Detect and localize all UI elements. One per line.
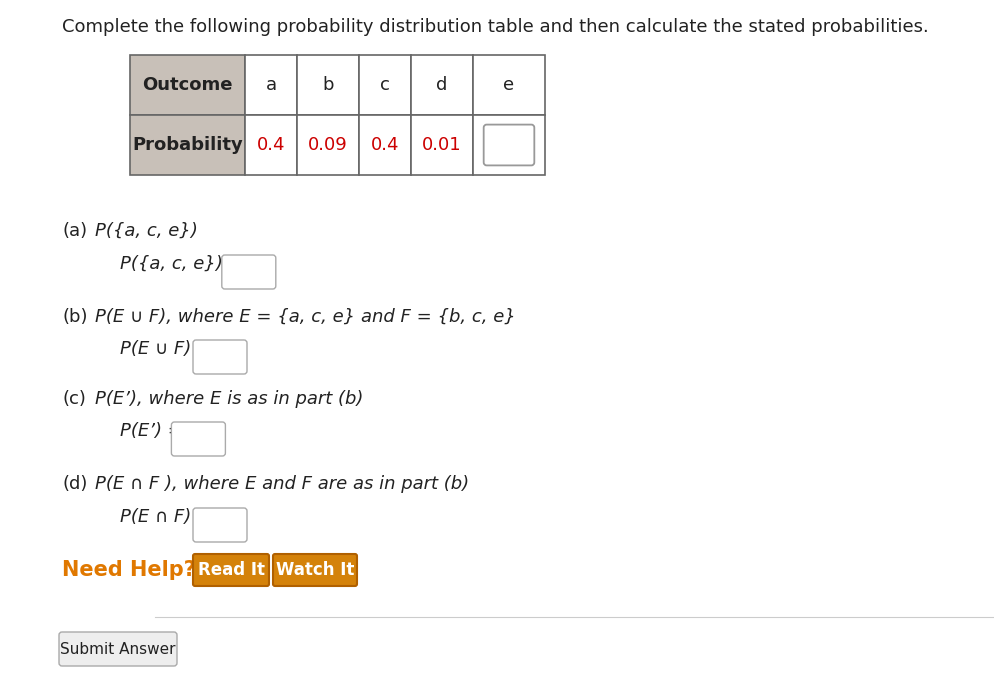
Bar [472, 55, 545, 115]
Text: P({a, c, e}): P({a, c, e}) [94, 222, 198, 240]
FancyBboxPatch shape [222, 255, 275, 289]
Text: 0.01: 0.01 [421, 136, 461, 154]
FancyBboxPatch shape [193, 508, 247, 542]
Text: c: c [380, 76, 390, 94]
Bar [472, 115, 545, 175]
Text: (c): (c) [62, 390, 85, 408]
Text: d: d [436, 76, 447, 94]
Text: (a): (a) [62, 222, 87, 240]
Text: 0.4: 0.4 [371, 136, 399, 154]
Text: P(E ∩ F ), where E and F are as in part (b): P(E ∩ F ), where E and F are as in part … [94, 475, 468, 493]
Text: Submit Answer: Submit Answer [61, 641, 176, 656]
FancyBboxPatch shape [272, 554, 357, 586]
Bar [359, 115, 411, 175]
Text: Read It: Read It [197, 561, 264, 579]
Bar [130, 55, 245, 115]
Text: (b): (b) [62, 308, 87, 326]
Text: 0.09: 0.09 [308, 136, 348, 154]
Text: Watch It: Watch It [275, 561, 354, 579]
Text: P(E’), where E is as in part (b): P(E’), where E is as in part (b) [94, 390, 363, 408]
Text: a: a [265, 76, 276, 94]
FancyBboxPatch shape [193, 554, 268, 586]
Text: P(E ∪ F), where E = {a, c, e} and F = {b, c, e}: P(E ∪ F), where E = {a, c, e} and F = {b… [94, 308, 515, 326]
Bar [296, 115, 359, 175]
Bar [245, 115, 296, 175]
Text: Outcome: Outcome [142, 76, 233, 94]
Bar [411, 55, 472, 115]
Text: Probability: Probability [132, 136, 243, 154]
Bar [245, 55, 296, 115]
Text: 0.4: 0.4 [256, 136, 285, 154]
Text: Complete the following probability distribution table and then calculate the sta: Complete the following probability distr… [62, 18, 927, 36]
Text: e: e [503, 76, 514, 94]
FancyBboxPatch shape [193, 340, 247, 374]
Text: P(E ∪ F) =: P(E ∪ F) = [120, 340, 212, 358]
Bar [296, 55, 359, 115]
Text: (d): (d) [62, 475, 87, 493]
Bar [411, 115, 472, 175]
Text: P({a, c, e}) =: P({a, c, e}) = [120, 255, 244, 273]
Bar [359, 55, 411, 115]
Text: b: b [322, 76, 333, 94]
FancyBboxPatch shape [59, 632, 177, 666]
Text: Need Help?: Need Help? [62, 560, 196, 580]
Text: P(E ∩ F) =: P(E ∩ F) = [120, 508, 212, 526]
Text: P(E’) =: P(E’) = [120, 422, 183, 440]
FancyBboxPatch shape [171, 422, 226, 456]
FancyBboxPatch shape [483, 124, 534, 165]
Bar [130, 115, 245, 175]
